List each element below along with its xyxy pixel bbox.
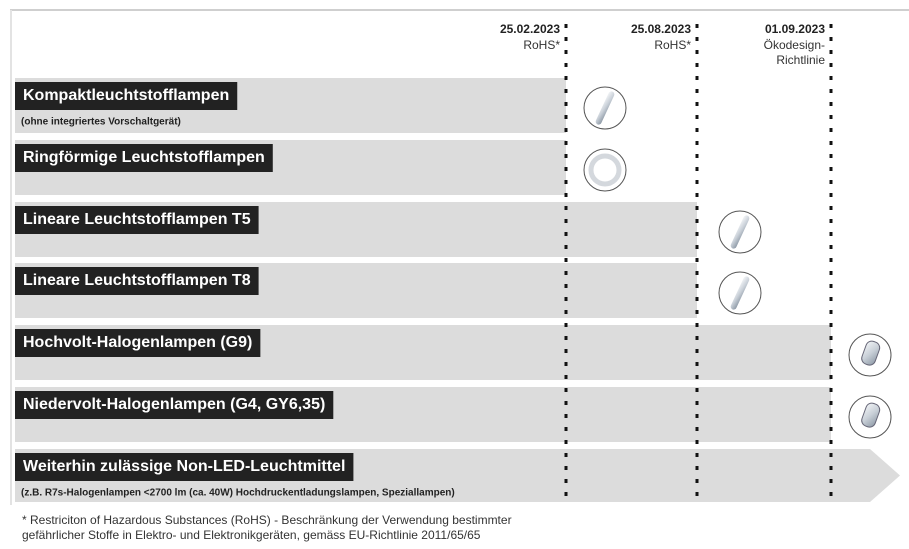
row-label: Hochvolt-Halogenlampen (G9) [23, 334, 252, 351]
row-label: Lineare Leuchtstofflampen T8 [23, 272, 251, 289]
column-date: 25.08.2023 [631, 22, 691, 36]
row-label: Kompaktleuchtstofflampen [23, 87, 229, 104]
column-date: 01.09.2023 [765, 22, 825, 36]
column-date: 25.02.2023 [500, 22, 560, 36]
row-label: Ringförmige Leuchtstofflampen [23, 149, 265, 166]
footnote: * Restriciton of Hazardous Substances (R… [22, 513, 512, 527]
diagram: Kompaktleuchtstofflampen (ohne integriert… [0, 0, 909, 544]
column-note: Ökodesign- [764, 38, 825, 52]
row-sublabel: (z.B. R7s-Halogenlampen <2700 lm (ca. 40… [21, 488, 455, 499]
row-label: Niedervolt-Halogenlampen (G4, GY6,35) [23, 396, 325, 413]
column-note: RoHS* [654, 38, 691, 52]
column-note: RoHS* [523, 38, 560, 52]
row-label: Lineare Leuchtstofflampen T5 [23, 211, 251, 228]
row-label: Weiterhin zulässige Non-LED-Leuchtmittel [23, 458, 345, 475]
footnote: gefährlicher Stoffe in Elektro- und Elek… [22, 528, 481, 542]
row-sublabel: (ohne integriertes Vorschaltgerät) [21, 117, 181, 128]
column-note: Richtlinie [776, 53, 825, 67]
